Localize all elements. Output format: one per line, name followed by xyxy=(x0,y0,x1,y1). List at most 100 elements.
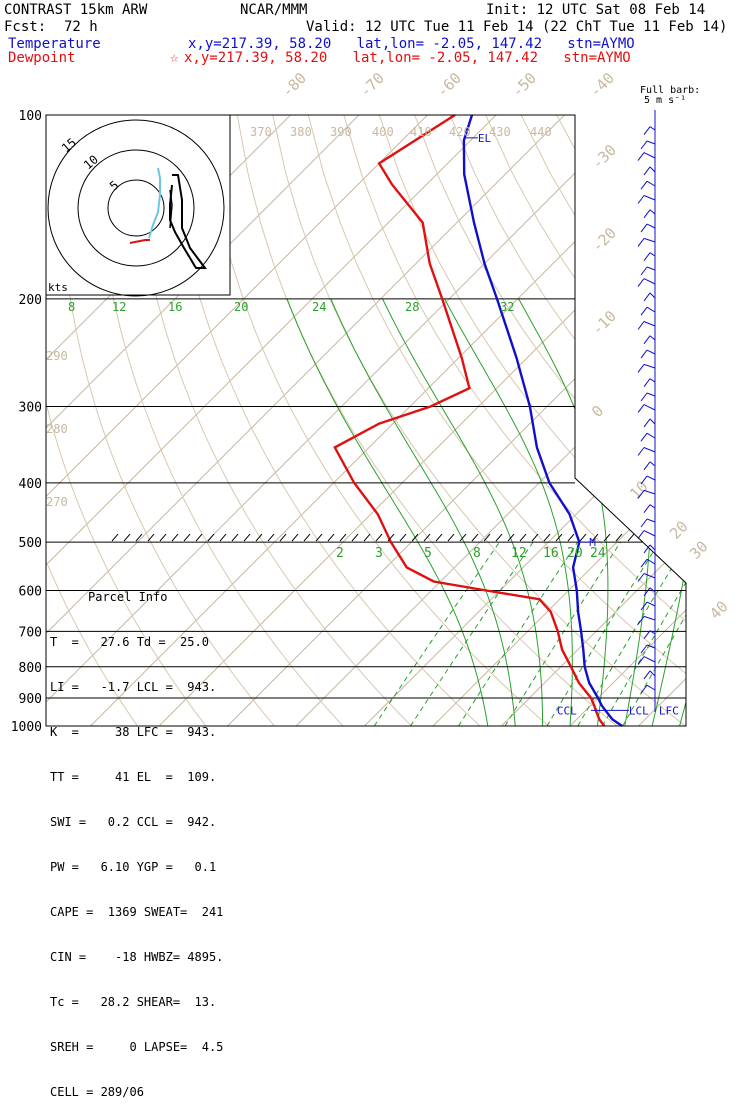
lcl-label: LCL xyxy=(629,704,649,717)
isotherm-label: 30 xyxy=(686,537,712,563)
mixing-ratio-label: 8 xyxy=(473,546,481,561)
hatch-mark xyxy=(304,534,310,541)
wind-barb xyxy=(644,293,650,301)
wind-barb xyxy=(650,293,655,298)
hatch-mark xyxy=(376,534,382,541)
moist-adiabat-label: 8 xyxy=(68,300,75,314)
theta-label: 390 xyxy=(330,125,352,139)
theta-label: 280 xyxy=(46,422,68,436)
wind-barb xyxy=(647,141,655,144)
wind-barb xyxy=(650,462,655,466)
parcel-row: PW = 6.10 YGP = 0.1 xyxy=(50,860,223,875)
moist-adiabat-label: 28 xyxy=(405,300,419,314)
wind-barb xyxy=(650,671,655,676)
wind-barb xyxy=(644,322,655,327)
pressure-tick-label: 800 xyxy=(19,661,42,676)
hatch-mark xyxy=(208,534,214,541)
wind-barb xyxy=(638,531,644,539)
pressure-tick-label: 600 xyxy=(19,584,42,599)
hatch-mark xyxy=(472,534,478,541)
isotherm-label: -10 xyxy=(588,307,620,339)
isotherm-line xyxy=(639,115,740,726)
wind-barb xyxy=(650,419,655,424)
moist-adiabat-line xyxy=(331,299,515,726)
wind-barb xyxy=(638,322,644,330)
wind-barb xyxy=(647,181,655,186)
wind-barb xyxy=(641,685,647,693)
moist-adiabat-label: 12 xyxy=(112,300,126,314)
wind-barb xyxy=(638,196,644,204)
wind-barb xyxy=(641,350,647,358)
wind-barb xyxy=(641,433,647,441)
wind-barb xyxy=(644,336,650,344)
wind-barb xyxy=(647,476,655,480)
moist-adiabat-label: 20 xyxy=(234,300,248,314)
pressure-tick-label: 700 xyxy=(19,625,42,640)
moist-adiabat-line xyxy=(652,299,703,726)
dry-adiabat-line xyxy=(592,115,740,726)
wind-barb xyxy=(644,616,655,620)
el-label: EL xyxy=(478,132,492,145)
temperature-trace xyxy=(464,115,622,726)
wind-barb xyxy=(638,448,644,456)
parcel-row: K = 38 LFC = 943. xyxy=(50,725,223,740)
parcel-row: CIN = -18 HWBZ= 4895. xyxy=(50,950,223,965)
hatch-mark xyxy=(580,534,586,541)
hatch-mark xyxy=(496,534,502,541)
dry-adiabat-line xyxy=(699,115,740,726)
theta-label: 440 xyxy=(530,125,552,139)
wind-barb xyxy=(644,588,650,596)
dry-adiabat-line xyxy=(202,115,549,726)
isotherm-label: -40 xyxy=(586,69,618,101)
wind-barb xyxy=(644,279,655,284)
theta-label: 270 xyxy=(46,495,68,509)
dry-adiabat-line xyxy=(486,115,740,726)
wind-barb xyxy=(647,224,655,228)
wind-barb xyxy=(644,462,650,470)
wind-barb xyxy=(644,419,650,427)
mixing-ratio-label: 2 xyxy=(336,546,344,561)
wind-barb xyxy=(644,657,655,662)
moist-adiabat-line xyxy=(707,299,740,726)
hatch-mark xyxy=(364,534,370,541)
ccl-label: CCL xyxy=(557,704,577,717)
wind-barb xyxy=(647,307,655,312)
wind-barb xyxy=(641,267,647,275)
isotherm-line xyxy=(502,115,740,726)
dry-adiabat-line xyxy=(663,115,740,726)
hatch-mark xyxy=(220,534,226,541)
wind-barb xyxy=(647,602,655,606)
hatch-mark xyxy=(316,534,322,541)
isotherm-line xyxy=(707,115,740,726)
moist-adiabat-line xyxy=(519,299,608,726)
isotherm-line xyxy=(228,115,740,726)
hatch-mark xyxy=(424,534,430,541)
pressure-tick-label: 200 xyxy=(19,293,42,308)
pressure-tick-label: 100 xyxy=(19,109,42,124)
wind-barb xyxy=(644,364,655,368)
theta-label: 420 xyxy=(449,125,471,139)
wind-barb xyxy=(644,531,655,536)
theta-label: 290 xyxy=(46,349,68,363)
wind-barbs xyxy=(638,110,655,712)
wind-barb xyxy=(650,210,655,214)
theta-label: 370 xyxy=(250,125,272,139)
hatch-mark xyxy=(124,534,130,541)
hatch-mark xyxy=(232,534,238,541)
wind-barb xyxy=(647,685,655,690)
hatch-mark xyxy=(160,534,166,541)
wind-barb xyxy=(647,350,655,354)
pressure-tick-label: 1000 xyxy=(11,720,42,735)
hatch-mark xyxy=(436,534,442,541)
theta-label: 380 xyxy=(290,125,312,139)
hatch-mark xyxy=(544,534,550,541)
wind-barb xyxy=(644,127,650,135)
hodograph: 5 10 15 kts xyxy=(46,115,230,296)
wind-barb xyxy=(650,253,655,256)
pressure-tick-label: 500 xyxy=(19,536,42,551)
wind-barb xyxy=(638,238,644,246)
parcel-row: SWI = 0.2 CCL = 942. xyxy=(50,815,223,830)
wind-barb xyxy=(638,405,644,413)
wind-barb xyxy=(644,210,650,218)
hatch-mark xyxy=(604,534,610,541)
